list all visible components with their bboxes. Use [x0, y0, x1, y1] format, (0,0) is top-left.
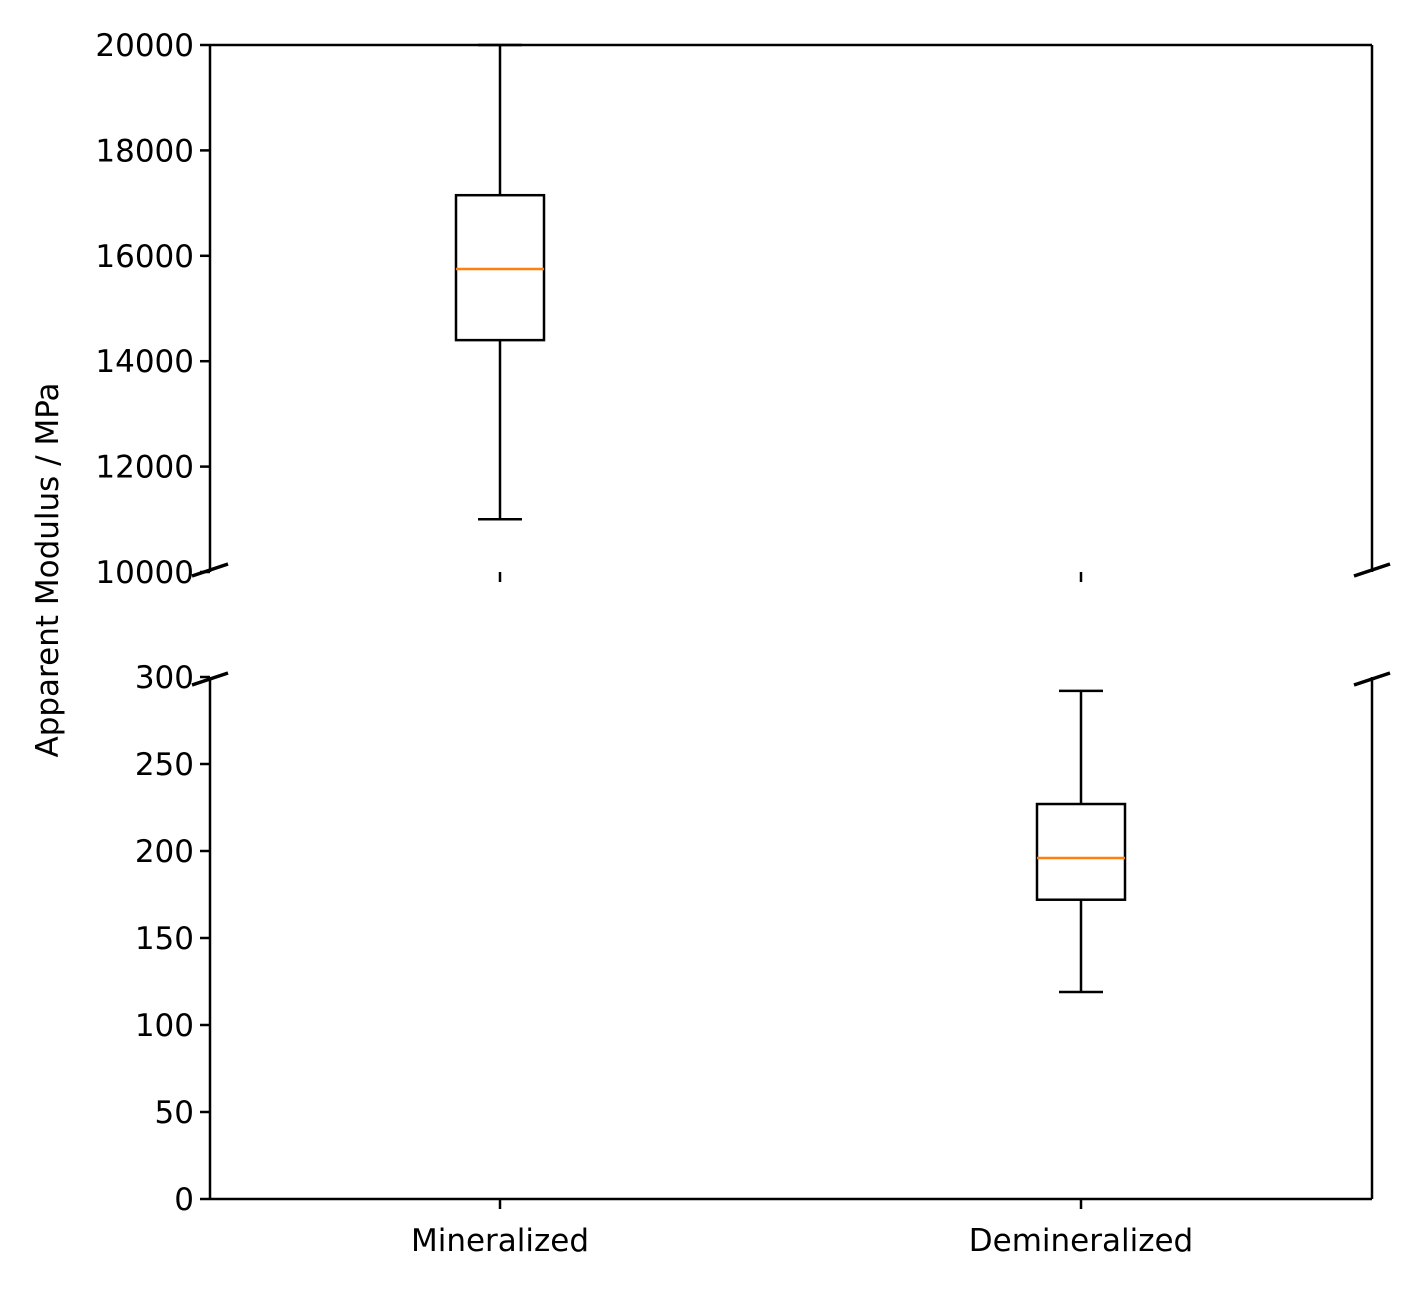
break-mark-lower-left: [191, 671, 229, 687]
upper-ytick-label: 20000: [95, 28, 194, 64]
mineralized-box: [454, 193, 546, 342]
lower-ytick-label: 250: [135, 747, 194, 783]
demineralized-box: [1035, 802, 1127, 901]
x-category-label: Mineralized: [411, 1223, 589, 1259]
lower-ytick-label: 300: [135, 660, 194, 696]
lower-ytick-label: 50: [155, 1095, 194, 1131]
upper-ytick-label: 14000: [95, 344, 194, 380]
upper-ytick-label: 12000: [95, 450, 194, 486]
break-mark-upper-left: [191, 562, 229, 578]
y-axis-label: Apparent Modulus / MPa: [30, 383, 66, 758]
lower-ytick-label: 100: [135, 1008, 194, 1044]
x-category-label: Demineralized: [969, 1223, 1193, 1259]
upper-ytick-label: 18000: [95, 133, 194, 169]
break-mark-lower-right: [1353, 671, 1391, 687]
upper-ytick-label: 10000: [95, 555, 194, 591]
lower-ytick-label: 0: [174, 1182, 194, 1218]
upper-ytick-label: 16000: [95, 239, 194, 275]
lower-ytick-label: 150: [135, 921, 194, 957]
break-mark-upper-right: [1353, 562, 1391, 578]
lower-ytick-label: 200: [135, 834, 194, 870]
